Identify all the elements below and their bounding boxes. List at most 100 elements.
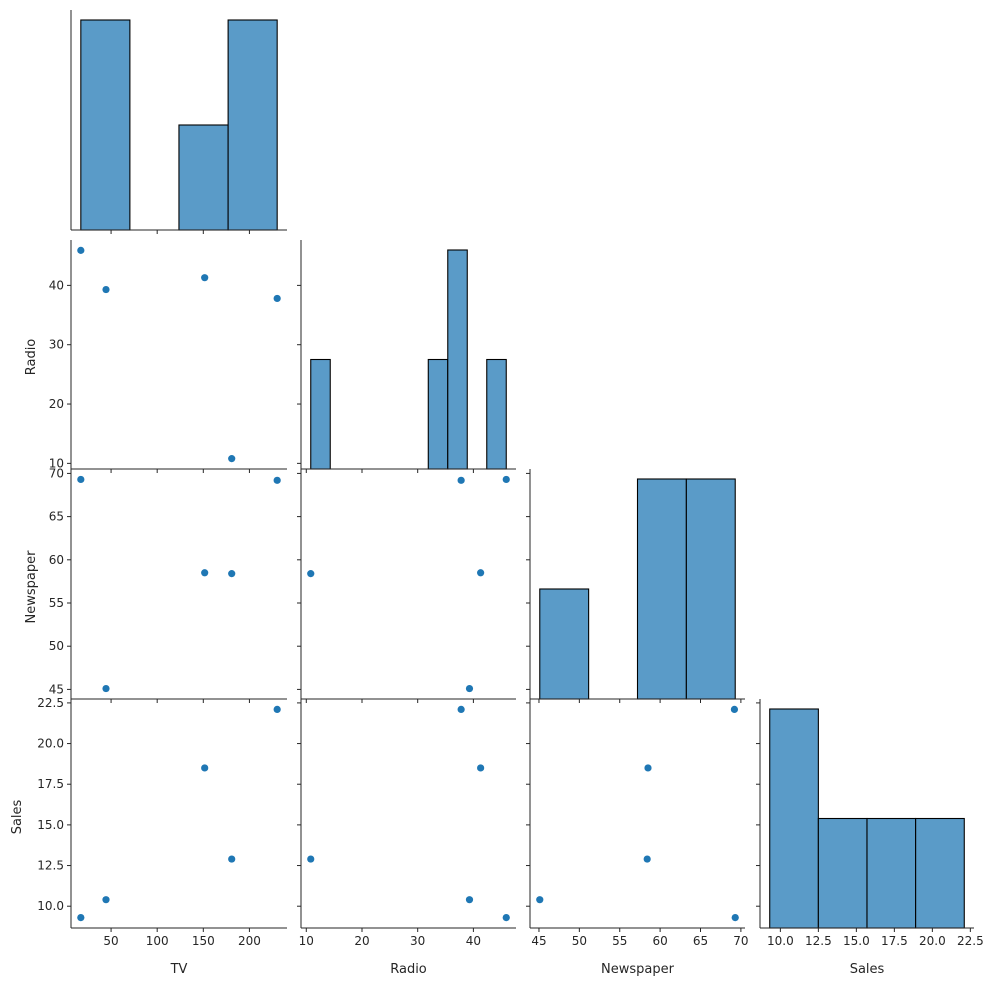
scatter-point-newspaper-vs-radio-2 [477, 569, 485, 577]
x-tick-label-newspaper-5: 70 [733, 934, 748, 948]
scatter-point-sales-vs-radio-3 [307, 855, 315, 863]
hist-bar-tv-3 [227, 19, 278, 231]
hist-bar-newspaper-0 [539, 588, 590, 700]
x-tick-label-sales-4: 20.0 [919, 934, 946, 948]
x-tick-label-newspaper-2: 55 [612, 934, 627, 948]
y-tick-label-sales-4: 20.0 [37, 737, 64, 751]
scatter-point-radio-vs-tv-1 [102, 285, 110, 294]
hist-bar-sales-1 [817, 817, 868, 929]
hist-bar-radio-9 [486, 358, 507, 470]
x-tick-label-sales-5: 22.5 [957, 934, 984, 948]
x-tick-label-sales-2: 15.0 [843, 934, 870, 948]
axis-labels-layer: TV Radio Newspaper Sales Radio Newspaper… [10, 339, 885, 977]
scatter-point-radio-vs-tv-3 [228, 455, 236, 463]
scatter-point-sales-vs-tv-0 [77, 913, 85, 922]
hist-bar-radio-6 [427, 358, 449, 470]
y-tick-label-radio-3: 40 [49, 278, 64, 292]
x-tick-label-newspaper-1: 50 [572, 934, 587, 948]
ylabel-newspaper: Newspaper [24, 550, 39, 624]
y-tick-label-radio-2: 30 [49, 338, 64, 352]
scatter-point-newspaper-vs-tv-4 [273, 476, 281, 484]
x-tick-label-sales-1: 12.5 [805, 934, 832, 948]
scatter-point-sales-vs-tv-4 [273, 705, 281, 714]
y-tick-label-newspaper-4: 65 [49, 510, 64, 524]
panel-tv-vs-tv [70, 10, 287, 234]
scatter-point-newspaper-vs-tv-1 [102, 684, 110, 693]
scatter-point-newspaper-vs-radio-3 [307, 570, 315, 578]
y-tick-label-sales-5: 22.5 [37, 696, 64, 710]
panel-sales-vs-tv: 10.0 12.5 15.0 17.5 20.0 22.5 50 100 150 200 [37, 696, 287, 948]
y-tick-label-sales-2: 15.0 [37, 818, 64, 832]
hist-bar-radio-0 [310, 358, 331, 470]
y-tick-label-sales-1: 12.5 [37, 859, 64, 873]
panel-sales-vs-newspaper: 45 50 55 60 65 70 [526, 699, 749, 948]
xlabel-sales: Sales [850, 962, 885, 977]
y-tick-label-sales-3: 17.5 [37, 777, 64, 791]
y-tick-label-newspaper-3: 60 [49, 553, 64, 567]
panel-newspaper-vs-radio [297, 469, 516, 703]
x-tick-label-tv-3: 200 [238, 934, 261, 948]
scatter-point-newspaper-vs-radio-1 [465, 684, 474, 693]
y-tick-label-newspaper-1: 50 [49, 639, 64, 653]
y-tick-label-newspaper-0: 45 [49, 682, 64, 696]
scatter-point-newspaper-vs-radio-0 [502, 475, 510, 484]
xlabel-newspaper: Newspaper [601, 962, 675, 977]
x-tick-label-radio-3: 40 [466, 934, 481, 948]
x-tick-label-radio-1: 20 [354, 934, 369, 948]
x-tick-label-radio-2: 30 [410, 934, 425, 948]
hist-bar-newspaper-3 [685, 478, 736, 700]
scatter-point-sales-vs-newspaper-1 [536, 896, 544, 904]
scatter-point-sales-vs-newspaper-3 [643, 855, 651, 863]
xlabel-tv: TV [170, 962, 188, 977]
scatter-point-sales-vs-radio-0 [502, 913, 510, 922]
scatter-point-sales-vs-newspaper-4 [730, 705, 739, 714]
xlabel-radio: Radio [390, 962, 427, 977]
scatter-point-newspaper-vs-tv-2 [201, 569, 209, 577]
y-tick-label-sales-0: 10.0 [37, 899, 64, 913]
hist-bar-radio-7 [447, 249, 468, 470]
scatter-point-radio-vs-tv-2 [201, 274, 209, 282]
y-tick-label-newspaper-2: 55 [49, 596, 64, 610]
x-tick-label-sales-3: 17.5 [881, 934, 908, 948]
panel-radio-vs-radio [297, 240, 516, 473]
hist-bar-newspaper-2 [636, 478, 687, 700]
x-tick-label-tv-2: 150 [192, 934, 215, 948]
y-tick-label-radio-1: 20 [49, 397, 64, 411]
scatter-point-newspaper-vs-tv-0 [77, 475, 85, 484]
x-tick-label-tv-1: 100 [146, 934, 169, 948]
scatter-point-sales-vs-radio-2 [477, 764, 485, 772]
scatter-point-newspaper-vs-radio-4 [457, 476, 465, 484]
ylabel-radio: Radio [24, 339, 39, 376]
hist-bar-sales-0 [769, 708, 819, 929]
hist-bar-sales-2 [866, 817, 917, 929]
scatter-point-sales-vs-tv-1 [102, 896, 110, 904]
x-tick-label-newspaper-0: 45 [531, 934, 546, 948]
x-tick-label-radio-0: 10 [299, 934, 314, 948]
y-tick-label-radio-0: 10 [49, 456, 64, 470]
scatter-point-sales-vs-tv-3 [228, 855, 236, 863]
scatter-point-radio-vs-tv-4 [273, 294, 281, 303]
scatter-point-sales-vs-tv-2 [201, 764, 209, 772]
scatter-point-sales-vs-radio-1 [465, 896, 474, 904]
ylabel-sales: Sales [10, 799, 25, 834]
x-tick-label-newspaper-3: 60 [652, 934, 667, 948]
scatter-point-newspaper-vs-tv-3 [228, 570, 236, 578]
panel-newspaper-vs-tv: 45 50 55 60 65 70 [49, 466, 287, 703]
panels-layer: 10 20 30 40 45 50 55 60 65 70 10.0 12.5 15.0 17.5 20.0… [37, 10, 984, 948]
x-tick-label-sales-0: 10.0 [767, 934, 794, 948]
hist-bar-tv-2 [178, 124, 229, 231]
scatter-point-sales-vs-radio-4 [457, 705, 465, 714]
scatter-point-radio-vs-tv-0 [77, 246, 85, 254]
panel-newspaper-vs-newspaper [526, 469, 745, 703]
hist-bar-tv-0 [80, 19, 131, 231]
scatter-point-sales-vs-newspaper-0 [731, 913, 739, 922]
x-tick-label-newspaper-4: 65 [693, 934, 708, 948]
panel-sales-vs-radio: 10 20 30 40 [297, 699, 516, 948]
panel-radio-vs-tv: 10 20 30 40 [49, 240, 287, 473]
x-tick-label-tv-0: 50 [103, 934, 118, 948]
panel-sales-vs-sales: 10.0 12.5 15.0 17.5 20.0 22.5 [756, 699, 984, 948]
y-tick-label-newspaper-5: 70 [49, 466, 64, 480]
hist-bar-sales-3 [915, 817, 965, 929]
scatter-point-sales-vs-newspaper-2 [644, 764, 652, 772]
